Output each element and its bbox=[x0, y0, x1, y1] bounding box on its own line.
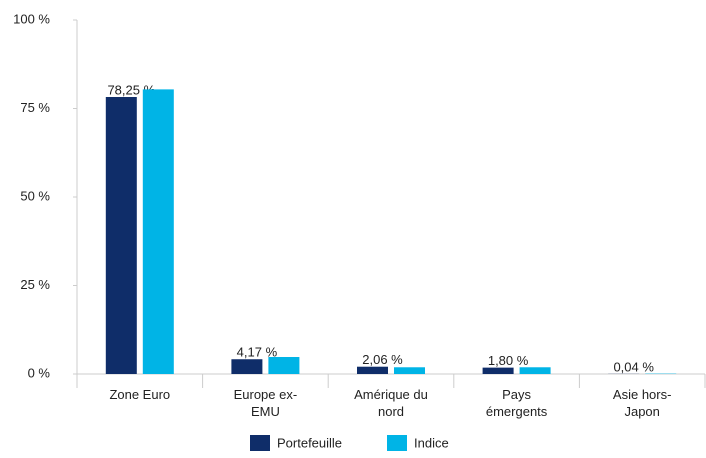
x-tick-label: Asie hors-Japon bbox=[612, 387, 672, 419]
y-tick-label: 25 % bbox=[20, 277, 50, 292]
y-tick-label: 50 % bbox=[20, 188, 50, 203]
x-tick-label: Amérique du nord bbox=[354, 387, 428, 419]
bar bbox=[482, 367, 514, 374]
bar bbox=[394, 367, 425, 374]
legend-label: Indice bbox=[414, 435, 449, 450]
y-tick-label: 75 % bbox=[20, 100, 50, 115]
y-tick-label: 100 % bbox=[13, 11, 50, 26]
bar bbox=[519, 367, 551, 374]
value-label: 4,17 % bbox=[237, 345, 278, 360]
bar bbox=[357, 366, 388, 374]
value-label: 1,80 % bbox=[488, 353, 529, 368]
legend-swatch bbox=[250, 435, 270, 451]
x-tick-label: Zone Euro bbox=[109, 387, 171, 402]
legend-label: Portefeuille bbox=[277, 435, 342, 450]
legend-swatch bbox=[387, 435, 407, 451]
x-tick-label: Europe ex-EMU bbox=[233, 387, 298, 419]
bar bbox=[105, 96, 137, 375]
value-label: 2,06 % bbox=[362, 352, 403, 367]
y-tick-label: 0 % bbox=[28, 365, 51, 380]
value-label: 0,04 % bbox=[613, 359, 654, 374]
bar bbox=[231, 359, 263, 374]
bar bbox=[142, 89, 174, 374]
bar bbox=[268, 357, 300, 374]
x-tick-label: Pays émergents bbox=[485, 387, 548, 419]
